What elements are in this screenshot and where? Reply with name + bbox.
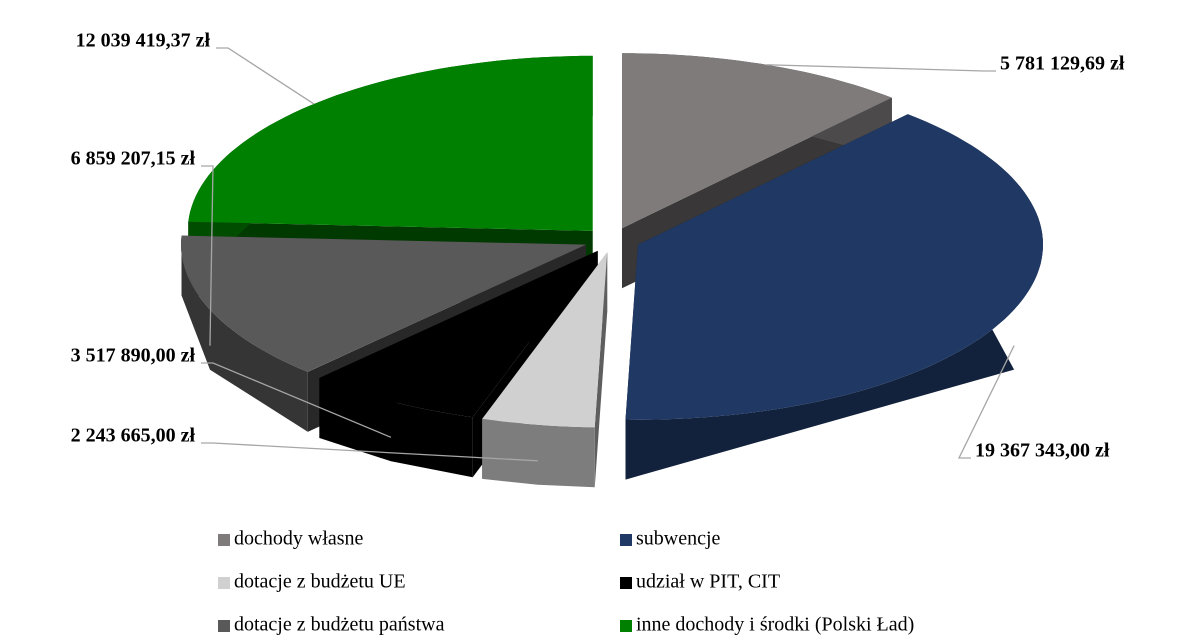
slice-wall [482, 418, 595, 488]
leader-line [201, 362, 392, 438]
legend-swatch [620, 620, 632, 632]
leader-line [216, 47, 315, 105]
legend-label: subwencje [636, 528, 721, 550]
legend-swatch [620, 534, 632, 546]
legend-label: inne dochody i środki (Polski Ład) [636, 614, 914, 636]
slice-top [625, 114, 1043, 420]
slice-wall [319, 378, 473, 478]
value-label: 19 367 343,00 zł [975, 440, 1110, 462]
legend-label: dotacje z budżetu państwa [234, 614, 445, 636]
value-label: 6 859 207,15 zł [71, 148, 196, 170]
slice-top [188, 55, 593, 231]
slice-wall [181, 235, 308, 432]
legend-label: dotacje z budżetu UE [234, 571, 406, 593]
value-label: 2 243 665,00 zł [71, 425, 196, 447]
legend-swatch [218, 534, 230, 546]
slice-top [621, 53, 892, 229]
leader-line [201, 165, 214, 346]
slice-top [482, 252, 608, 428]
legend-label: dochody własne [234, 528, 364, 550]
leader-line [957, 345, 1015, 459]
slice-top [181, 235, 587, 372]
legend-swatch [218, 577, 230, 589]
slice-top [319, 250, 598, 418]
legend-swatch [620, 577, 632, 589]
legend-label: udział w PIT, CIT [636, 571, 780, 593]
leader-line [766, 64, 996, 72]
value-label: 3 517 890,00 zł [71, 345, 196, 367]
slice [625, 114, 1043, 480]
slice [482, 252, 608, 488]
value-label: 5 781 129,69 zł [1000, 53, 1125, 75]
value-label: 12 039 419,37 zł [76, 30, 211, 52]
leader-line [201, 442, 538, 462]
legend-swatch [218, 620, 230, 632]
